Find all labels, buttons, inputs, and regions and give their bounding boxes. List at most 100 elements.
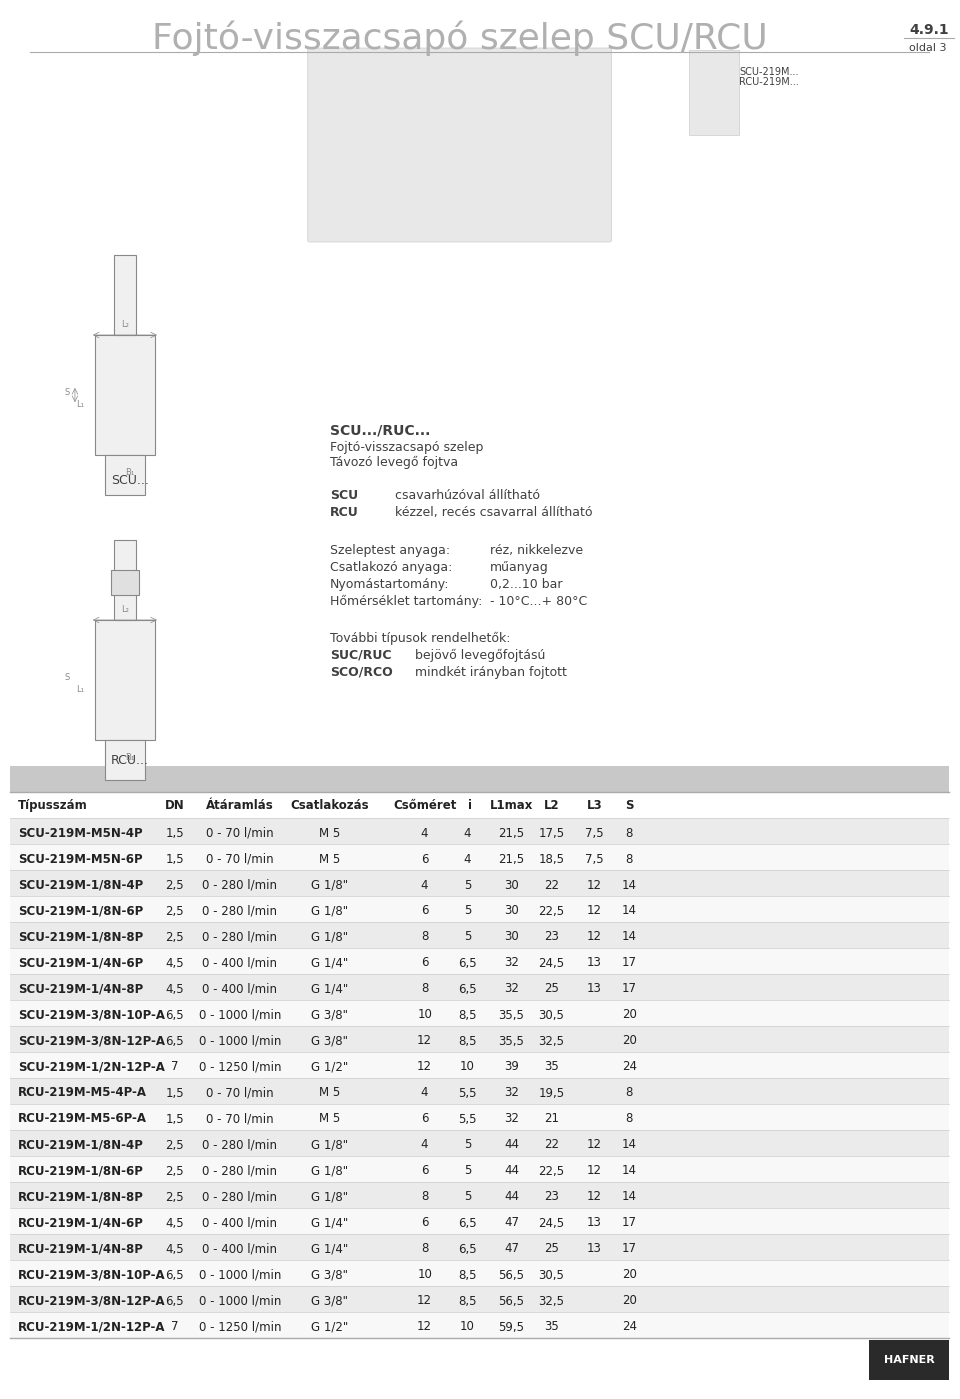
Text: 44: 44 <box>504 1139 519 1151</box>
Text: 10: 10 <box>460 1060 475 1073</box>
Text: RCU-219M-1/4N-6P: RCU-219M-1/4N-6P <box>18 1217 144 1230</box>
Text: 1,5: 1,5 <box>165 1112 184 1126</box>
Text: 20: 20 <box>622 1294 636 1308</box>
Text: 30: 30 <box>504 905 519 918</box>
Text: Fojtó-visszacsapó szelep SCU/RCU: Fojtó-visszacsapó szelep SCU/RCU <box>152 20 767 56</box>
Text: 44: 44 <box>504 1164 519 1178</box>
Text: 0 - 70 l/min: 0 - 70 l/min <box>206 1112 274 1126</box>
Text: RCU: RCU <box>329 505 358 519</box>
Text: 22,5: 22,5 <box>539 905 564 918</box>
Text: 13: 13 <box>587 982 602 996</box>
Text: DN: DN <box>165 799 184 811</box>
Text: Csatlakozás: Csatlakozás <box>290 799 369 811</box>
Text: 2,5: 2,5 <box>165 905 184 918</box>
Text: 25: 25 <box>544 982 559 996</box>
Text: 17: 17 <box>622 957 636 970</box>
Text: 24: 24 <box>622 1321 636 1333</box>
Text: 17: 17 <box>622 982 636 996</box>
Text: 5,5: 5,5 <box>458 1087 477 1100</box>
Text: G 3/8": G 3/8" <box>311 1034 348 1048</box>
Text: 30: 30 <box>504 879 519 891</box>
Text: 0 - 400 l/min: 0 - 400 l/min <box>203 1217 277 1230</box>
Text: S: S <box>625 799 634 811</box>
Text: 12: 12 <box>587 905 602 918</box>
Text: SCU-219M-M5N-6P: SCU-219M-M5N-6P <box>18 852 143 866</box>
Text: 35,5: 35,5 <box>498 1009 524 1021</box>
Text: További típusok rendelhetők:: További típusok rendelhetők: <box>329 631 510 645</box>
Text: Nyomástartomány:: Nyomástartomány: <box>329 578 449 590</box>
Text: 12: 12 <box>417 1294 432 1308</box>
Text: 6: 6 <box>420 957 428 970</box>
Text: M 5: M 5 <box>319 1112 341 1126</box>
Bar <box>114 255 136 334</box>
Text: L1max: L1max <box>490 799 533 811</box>
Text: B₁: B₁ <box>125 753 134 762</box>
Text: 6,5: 6,5 <box>165 1294 184 1308</box>
Bar <box>869 1340 949 1379</box>
Text: bejövő levegőfojtású: bejövő levegőfojtású <box>415 648 545 662</box>
Text: kézzel, recés csavarral állítható: kézzel, recés csavarral állítható <box>395 505 592 519</box>
Text: 6,5: 6,5 <box>165 1034 184 1048</box>
Text: 8: 8 <box>626 1112 633 1126</box>
Text: 1,5: 1,5 <box>165 1087 184 1100</box>
Text: HAFNER: HAFNER <box>884 1356 934 1365</box>
Text: S: S <box>64 673 69 681</box>
Text: 0 - 1000 l/min: 0 - 1000 l/min <box>199 1269 281 1281</box>
Text: SCU-219M-1/4N-8P: SCU-219M-1/4N-8P <box>18 982 143 996</box>
Text: L₁: L₁ <box>76 400 84 409</box>
Text: RCU-219M-1/4N-8P: RCU-219M-1/4N-8P <box>18 1242 144 1255</box>
Text: SCU-219M-1/2N-12P-A: SCU-219M-1/2N-12P-A <box>18 1060 165 1073</box>
Text: SCU-219M...: SCU-219M... <box>739 67 799 77</box>
Bar <box>10 974 949 1000</box>
Text: 0 - 400 l/min: 0 - 400 l/min <box>203 982 277 996</box>
Text: 0 - 1000 l/min: 0 - 1000 l/min <box>199 1009 281 1021</box>
Text: 17: 17 <box>622 1217 636 1230</box>
Bar <box>10 1234 949 1260</box>
Text: 0 - 280 l/min: 0 - 280 l/min <box>203 1191 277 1203</box>
Text: 8,5: 8,5 <box>458 1294 477 1308</box>
Text: 12: 12 <box>417 1060 432 1073</box>
Text: 13: 13 <box>587 1217 602 1230</box>
Text: 8: 8 <box>420 982 428 996</box>
Text: 22,5: 22,5 <box>539 1164 564 1178</box>
Text: G 1/2": G 1/2" <box>311 1321 348 1333</box>
Text: SCU...: SCU... <box>111 473 149 487</box>
Text: G 1/2": G 1/2" <box>311 1060 348 1073</box>
Text: G 1/8": G 1/8" <box>311 905 348 918</box>
Text: 13: 13 <box>587 1242 602 1255</box>
Text: 2,5: 2,5 <box>165 879 184 891</box>
Text: Távozó levegő fojtva: Távozó levegő fojtva <box>329 456 458 469</box>
Text: 4: 4 <box>420 879 428 891</box>
Text: G 1/4": G 1/4" <box>311 957 348 970</box>
Text: RCU-219M-3/8N-10P-A: RCU-219M-3/8N-10P-A <box>18 1269 166 1281</box>
Text: SCU: SCU <box>329 488 358 501</box>
Text: 32,5: 32,5 <box>539 1034 564 1048</box>
Text: 6,5: 6,5 <box>458 1217 477 1230</box>
Text: 12: 12 <box>587 1164 602 1178</box>
Text: 4,5: 4,5 <box>165 957 184 970</box>
Text: 0 - 70 l/min: 0 - 70 l/min <box>206 827 274 839</box>
Bar <box>689 50 739 134</box>
Text: G 1/4": G 1/4" <box>311 982 348 996</box>
Text: 6: 6 <box>420 1217 428 1230</box>
Text: 12: 12 <box>417 1321 432 1333</box>
Text: 2,5: 2,5 <box>165 930 184 943</box>
Text: 0 - 70 l/min: 0 - 70 l/min <box>206 1087 274 1100</box>
Text: műanyag: műanyag <box>490 561 548 574</box>
Text: 19,5: 19,5 <box>539 1087 564 1100</box>
Text: 8: 8 <box>626 827 633 839</box>
Text: 0 - 280 l/min: 0 - 280 l/min <box>203 930 277 943</box>
Bar <box>10 844 949 870</box>
Text: 8: 8 <box>420 1191 428 1203</box>
Text: 4.9.1: 4.9.1 <box>909 22 948 36</box>
Text: 0 - 280 l/min: 0 - 280 l/min <box>203 905 277 918</box>
Text: 4,5: 4,5 <box>165 1217 184 1230</box>
Text: 0 - 1000 l/min: 0 - 1000 l/min <box>199 1294 281 1308</box>
Text: 6,5: 6,5 <box>165 1009 184 1021</box>
Text: 30: 30 <box>504 930 519 943</box>
Text: 44: 44 <box>504 1191 519 1203</box>
FancyBboxPatch shape <box>308 48 612 242</box>
Bar <box>10 1156 949 1182</box>
Bar <box>10 1260 949 1286</box>
Text: 12: 12 <box>587 1191 602 1203</box>
